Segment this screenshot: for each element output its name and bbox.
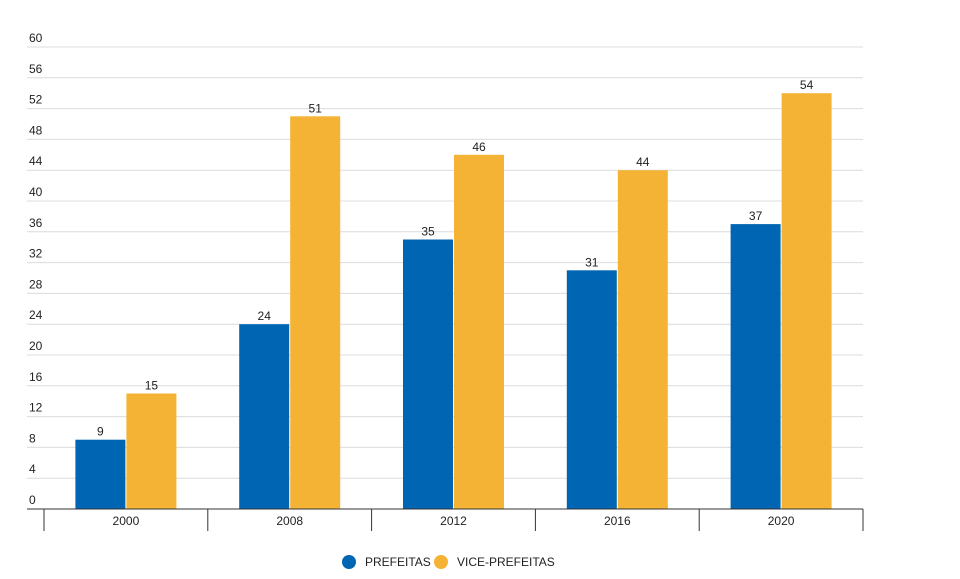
y-tick-label: 0 [29, 493, 36, 507]
bar [566, 270, 617, 509]
x-tick-label: 2000 [113, 514, 140, 528]
bar [290, 116, 341, 510]
bar-value-label: 35 [421, 225, 435, 239]
bar [239, 324, 290, 509]
y-tick-label: 52 [29, 93, 43, 107]
bar-value-label: 51 [309, 101, 323, 115]
y-tick-label: 56 [29, 62, 43, 76]
bar-value-label: 54 [800, 78, 814, 92]
x-axis: 2000 2008 2012 2016 2020 [27, 508, 864, 531]
legend-label: VICE-PREFEITAS [457, 555, 555, 569]
bar [781, 93, 832, 509]
y-tick-label: 12 [29, 401, 43, 415]
y-tick-label: 32 [29, 247, 43, 261]
x-tick-label: 2012 [440, 514, 467, 528]
x-tick-label: 2008 [276, 514, 303, 528]
bar [730, 224, 781, 509]
bar-value-label: 15 [145, 379, 159, 393]
bar [617, 170, 668, 509]
legend: PREFEITAS VICE-PREFEITAS [342, 555, 555, 569]
y-tick-label: 60 [29, 31, 43, 45]
bar-value-label: 31 [585, 255, 599, 269]
y-tick-label: 36 [29, 216, 43, 230]
y-tick-label: 48 [29, 123, 43, 137]
legend-label: PREFEITAS [365, 555, 431, 569]
bars [75, 93, 832, 510]
bar-value-label: 37 [749, 209, 763, 223]
y-tick-label: 4 [29, 462, 36, 476]
bar [126, 393, 177, 509]
x-tick-label: 2020 [768, 514, 795, 528]
bar-value-label: 46 [472, 140, 486, 154]
x-tick-label: 2016 [604, 514, 631, 528]
y-tick-label: 16 [29, 370, 43, 384]
y-tick-label: 8 [29, 431, 36, 445]
legend-swatch [434, 555, 448, 569]
bar-value-label: 44 [636, 155, 650, 169]
y-tick-label: 44 [29, 154, 43, 168]
y-tick-label: 28 [29, 277, 43, 291]
legend-swatch [342, 555, 356, 569]
bar-value-label: 24 [258, 309, 272, 323]
y-tick-label: 24 [29, 308, 43, 322]
y-tick-label: 40 [29, 185, 43, 199]
y-tick-label: 20 [29, 339, 43, 353]
bar [403, 239, 453, 509]
bar [454, 154, 504, 510]
bar-value-label: 9 [97, 425, 104, 439]
data-labels: 9 15 24 51 35 46 31 44 37 54 [97, 78, 814, 439]
bar [75, 439, 126, 509]
